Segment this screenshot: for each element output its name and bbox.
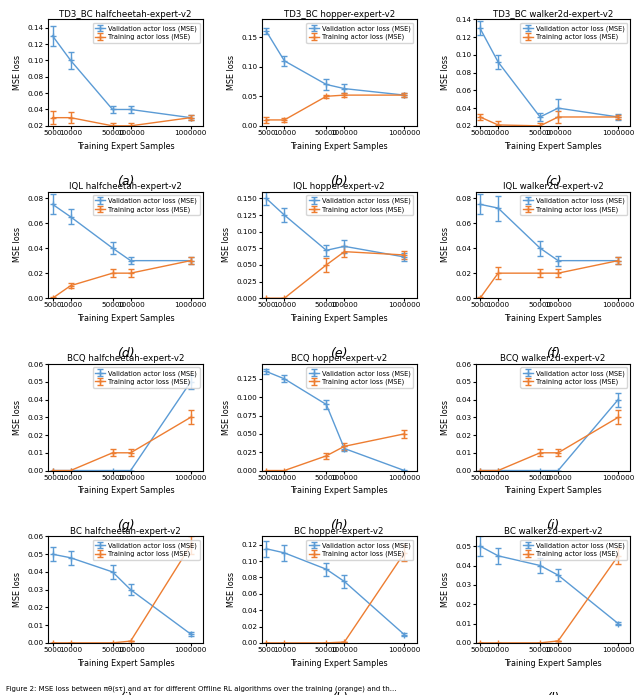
- Y-axis label: MSE loss: MSE loss: [227, 55, 236, 90]
- Title: TD3_BC hopper-expert-v2: TD3_BC hopper-expert-v2: [284, 10, 395, 19]
- Y-axis label: MSE loss: MSE loss: [441, 227, 450, 263]
- X-axis label: Training Expert Samples: Training Expert Samples: [291, 659, 388, 668]
- Text: (l): (l): [547, 692, 559, 695]
- Legend: Validation actor loss (MSE), Training actor loss (MSE): Validation actor loss (MSE), Training ac…: [520, 23, 627, 43]
- Legend: Validation actor loss (MSE), Training actor loss (MSE): Validation actor loss (MSE), Training ac…: [93, 195, 200, 215]
- Text: (e): (e): [330, 347, 348, 360]
- X-axis label: Training Expert Samples: Training Expert Samples: [504, 659, 602, 668]
- Legend: Validation actor loss (MSE), Training actor loss (MSE): Validation actor loss (MSE), Training ac…: [93, 540, 200, 560]
- X-axis label: Training Expert Samples: Training Expert Samples: [291, 314, 388, 323]
- Title: BCQ hopper-expert-v2: BCQ hopper-expert-v2: [291, 354, 387, 363]
- Text: (g): (g): [116, 519, 134, 532]
- Text: (b): (b): [330, 174, 348, 188]
- Y-axis label: MSE loss: MSE loss: [222, 400, 231, 435]
- X-axis label: Training Expert Samples: Training Expert Samples: [77, 659, 174, 668]
- Legend: Validation actor loss (MSE), Training actor loss (MSE): Validation actor loss (MSE), Training ac…: [307, 368, 413, 388]
- X-axis label: Training Expert Samples: Training Expert Samples: [77, 314, 174, 323]
- X-axis label: Training Expert Samples: Training Expert Samples: [291, 486, 388, 496]
- Text: Figure 2: MSE loss between πθ(sτ) and aτ for different Offline RL algorithms ove: Figure 2: MSE loss between πθ(sτ) and aτ…: [6, 685, 397, 692]
- Title: BCQ walker2d-expert-v2: BCQ walker2d-expert-v2: [500, 354, 605, 363]
- Y-axis label: MSE loss: MSE loss: [13, 55, 22, 90]
- Text: (f): (f): [546, 347, 560, 360]
- Text: (j): (j): [119, 692, 132, 695]
- Legend: Validation actor loss (MSE), Training actor loss (MSE): Validation actor loss (MSE), Training ac…: [307, 23, 413, 43]
- Title: BC halfcheetah-expert-v2: BC halfcheetah-expert-v2: [70, 527, 181, 536]
- Y-axis label: MSE loss: MSE loss: [222, 227, 231, 263]
- Text: (k): (k): [331, 692, 348, 695]
- Title: BC hopper-expert-v2: BC hopper-expert-v2: [294, 527, 384, 536]
- Y-axis label: MSE loss: MSE loss: [441, 572, 450, 607]
- X-axis label: Training Expert Samples: Training Expert Samples: [504, 486, 602, 496]
- Title: IQL halfcheetah-expert-v2: IQL halfcheetah-expert-v2: [69, 182, 182, 191]
- Text: (a): (a): [116, 174, 134, 188]
- X-axis label: Training Expert Samples: Training Expert Samples: [77, 142, 174, 151]
- Y-axis label: MSE loss: MSE loss: [13, 400, 22, 435]
- Y-axis label: MSE loss: MSE loss: [441, 400, 450, 435]
- X-axis label: Training Expert Samples: Training Expert Samples: [77, 486, 174, 496]
- Text: (d): (d): [116, 347, 134, 360]
- Y-axis label: MSE loss: MSE loss: [227, 572, 236, 607]
- Text: (i): (i): [547, 519, 559, 532]
- X-axis label: Training Expert Samples: Training Expert Samples: [291, 142, 388, 151]
- Text: (h): (h): [330, 519, 348, 532]
- Legend: Validation actor loss (MSE), Training actor loss (MSE): Validation actor loss (MSE), Training ac…: [307, 195, 413, 215]
- X-axis label: Training Expert Samples: Training Expert Samples: [504, 314, 602, 323]
- Y-axis label: MSE loss: MSE loss: [441, 55, 450, 90]
- Title: TD3_BC halfcheetah-expert-v2: TD3_BC halfcheetah-expert-v2: [59, 10, 192, 19]
- Title: TD3_BC walker2d-expert-v2: TD3_BC walker2d-expert-v2: [493, 10, 613, 19]
- Title: BC walker2d-expert-v2: BC walker2d-expert-v2: [504, 527, 602, 536]
- Y-axis label: MSE loss: MSE loss: [13, 227, 22, 263]
- Legend: Validation actor loss (MSE), Training actor loss (MSE): Validation actor loss (MSE), Training ac…: [93, 368, 200, 388]
- X-axis label: Training Expert Samples: Training Expert Samples: [504, 142, 602, 151]
- Legend: Validation actor loss (MSE), Training actor loss (MSE): Validation actor loss (MSE), Training ac…: [93, 23, 200, 43]
- Title: IQL hopper-expert-v2: IQL hopper-expert-v2: [293, 182, 385, 191]
- Y-axis label: MSE loss: MSE loss: [13, 572, 22, 607]
- Title: IQL walker2d-expert-v2: IQL walker2d-expert-v2: [502, 182, 604, 191]
- Legend: Validation actor loss (MSE), Training actor loss (MSE): Validation actor loss (MSE), Training ac…: [307, 540, 413, 560]
- Legend: Validation actor loss (MSE), Training actor loss (MSE): Validation actor loss (MSE), Training ac…: [520, 368, 627, 388]
- Legend: Validation actor loss (MSE), Training actor loss (MSE): Validation actor loss (MSE), Training ac…: [520, 540, 627, 560]
- Text: (c): (c): [545, 174, 561, 188]
- Title: BCQ halfcheetah-expert-v2: BCQ halfcheetah-expert-v2: [67, 354, 184, 363]
- Legend: Validation actor loss (MSE), Training actor loss (MSE): Validation actor loss (MSE), Training ac…: [520, 195, 627, 215]
